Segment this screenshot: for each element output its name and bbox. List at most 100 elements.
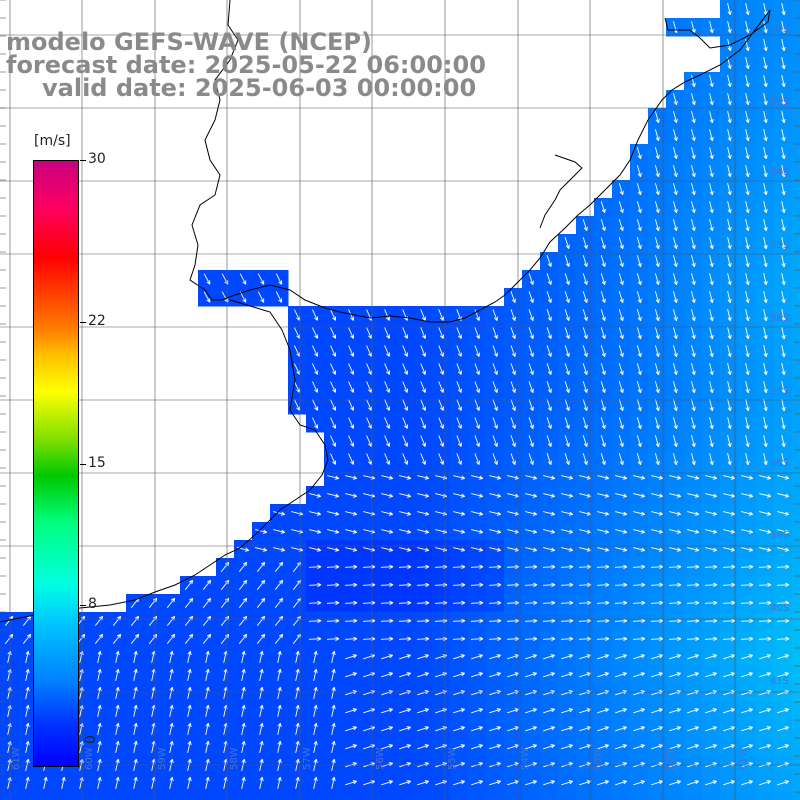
wind-arrow xyxy=(709,165,714,178)
wind-arrow xyxy=(618,273,624,286)
wind-arrow xyxy=(709,255,714,268)
wind-arrow xyxy=(687,654,700,660)
wind-arrow xyxy=(398,600,412,606)
wind-cell xyxy=(522,792,541,800)
wind-arrow xyxy=(636,453,642,466)
wind-arrow xyxy=(745,381,750,394)
wind-arrow xyxy=(381,780,394,786)
wind-arrow xyxy=(704,636,718,642)
wind-arrow xyxy=(331,740,336,753)
wind-arrow xyxy=(758,636,772,642)
wind-arrow xyxy=(597,511,610,516)
wind-arrow xyxy=(618,237,624,250)
wind-arrow xyxy=(633,547,646,552)
wind-arrow xyxy=(524,618,538,624)
wind-arrow xyxy=(309,529,322,534)
wind-arrow xyxy=(669,547,682,552)
wind-arrow xyxy=(345,475,358,480)
wind-arrow xyxy=(781,237,786,250)
wind-arrow xyxy=(453,672,466,678)
wind-cell xyxy=(72,792,91,800)
wind-arrow xyxy=(474,381,480,393)
longitude-label: 51W xyxy=(738,747,749,770)
wind-arrow xyxy=(691,291,696,304)
wind-arrow xyxy=(241,686,246,699)
wind-arrow xyxy=(686,582,700,588)
wind-arrow xyxy=(525,654,538,660)
wind-arrow xyxy=(723,529,736,534)
wind-cell xyxy=(126,792,145,800)
wind-cell xyxy=(432,792,451,800)
wind-arrow xyxy=(691,273,696,286)
wind-arrow xyxy=(133,686,138,699)
wind-arrow xyxy=(456,345,462,357)
wind-arrow xyxy=(471,475,484,480)
wind-arrow xyxy=(759,547,772,552)
wind-arrow xyxy=(763,435,768,448)
wind-arrow xyxy=(295,704,300,717)
wind-arrow xyxy=(636,381,642,394)
wind-arrow xyxy=(727,453,732,466)
wind-arrow xyxy=(673,93,678,106)
wind-arrow xyxy=(399,672,412,678)
wind-arrow xyxy=(348,381,355,393)
wind-arrow xyxy=(651,654,664,660)
wind-arrow xyxy=(759,654,772,660)
wind-arrow xyxy=(618,363,624,376)
wind-arrow xyxy=(781,363,786,376)
wind-arrow xyxy=(597,654,610,660)
wind-arrow xyxy=(776,636,790,642)
wind-arrow xyxy=(727,219,732,232)
wind-arrow xyxy=(546,363,552,376)
wind-arrow xyxy=(709,381,714,394)
wind-arrow xyxy=(25,776,30,789)
wind-arrow xyxy=(561,726,574,732)
wind-arrow xyxy=(651,708,664,714)
longitude-label: 52W xyxy=(665,747,676,770)
wind-arrow xyxy=(399,493,412,498)
wind-arrow xyxy=(528,363,534,375)
wind-arrow xyxy=(654,147,660,160)
wind-cell xyxy=(792,360,800,379)
wind-arrow xyxy=(759,744,772,750)
wind-arrow xyxy=(543,654,556,660)
wind-arrow xyxy=(524,564,538,570)
wind-arrow xyxy=(615,780,628,786)
wind-arrow xyxy=(205,668,210,681)
wind-arrow xyxy=(420,381,426,393)
wind-arrow xyxy=(633,780,646,786)
colorbar-tick xyxy=(80,605,86,607)
wind-arrow xyxy=(348,417,355,429)
wind-arrow xyxy=(705,529,718,534)
wind-arrow xyxy=(345,744,358,750)
wind-arrow xyxy=(560,618,574,624)
wind-arrow xyxy=(274,579,284,590)
wind-arrow xyxy=(727,273,732,286)
wind-arrow xyxy=(636,237,642,250)
latitude-label: 35S xyxy=(770,240,790,251)
wind-arrow xyxy=(781,183,786,196)
wind-arrow xyxy=(525,547,538,552)
longitude-label: 57W xyxy=(302,747,313,770)
wind-arrow xyxy=(618,453,624,466)
wind-arrow xyxy=(561,547,574,552)
wind-arrow xyxy=(402,453,408,465)
wind-arrow xyxy=(600,309,606,322)
wind-arrow xyxy=(618,327,624,340)
wind-arrow xyxy=(709,363,714,376)
wind-arrow xyxy=(295,686,300,699)
wind-arrow xyxy=(727,201,732,214)
wind-arrow xyxy=(781,129,786,142)
wind-arrow xyxy=(600,453,606,466)
wind-arrow xyxy=(330,363,337,375)
wind-arrow xyxy=(618,183,624,196)
wind-arrow xyxy=(399,654,412,660)
wind-arrow xyxy=(654,183,660,196)
wind-arrow xyxy=(313,776,318,789)
wind-arrow xyxy=(115,650,120,663)
wind-arrow xyxy=(727,129,732,142)
wind-arrow xyxy=(327,547,340,552)
wind-cell xyxy=(792,774,800,793)
wind-arrow xyxy=(705,726,718,732)
wind-arrow xyxy=(578,636,592,642)
